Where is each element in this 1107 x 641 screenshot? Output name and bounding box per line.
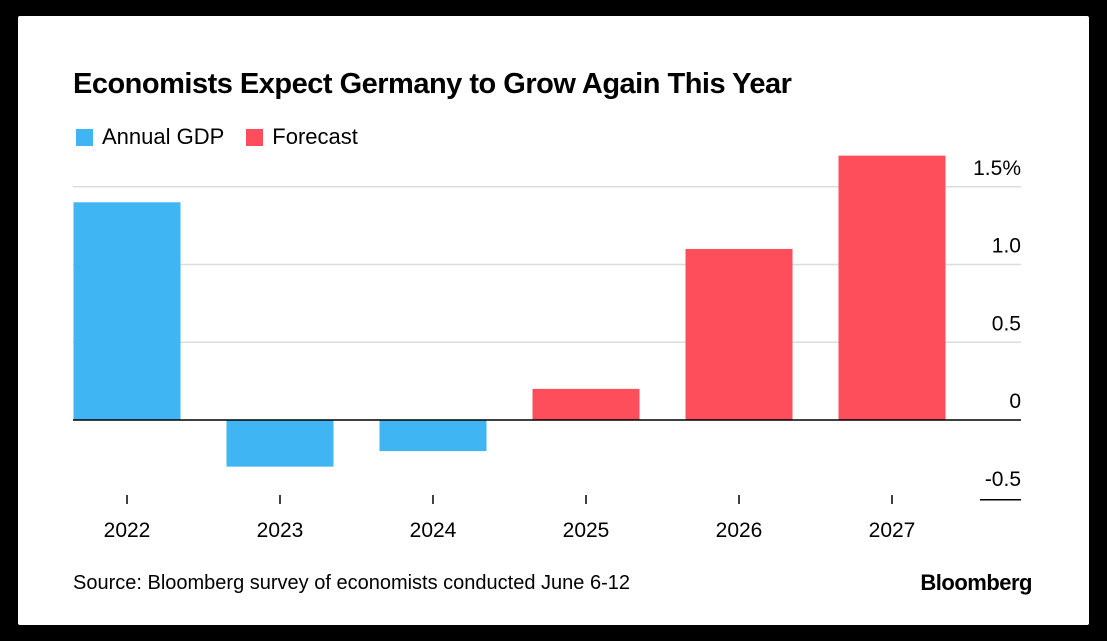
x-tick-label: 2022 <box>104 519 151 542</box>
legend-item-forecast: Forecast <box>246 124 358 150</box>
x-tick-label: 2026 <box>716 519 763 542</box>
x-tick-label: 2027 <box>869 519 916 542</box>
source-note: Source: Bloomberg survey of economists c… <box>73 572 630 594</box>
y-tick-label: 0 <box>1009 390 1021 413</box>
bar-annual-gdp-2024 <box>379 420 487 452</box>
bar-chart: 1.5% 1.0 0.5 0 -0.5 2022 2023 2024 2025 2026 2027 <box>73 155 1021 542</box>
y-tick-label: 0.5 <box>992 312 1021 335</box>
y-tick-label: -0.5 <box>985 468 1021 491</box>
chart-title: Economists Expect Germany to Grow Again … <box>73 68 792 100</box>
bar-annual-gdp-2023 <box>226 420 334 467</box>
x-tick-label: 2025 <box>563 519 610 542</box>
bloomberg-logo: Bloomberg <box>920 570 1032 595</box>
bar-forecast-2027 <box>838 155 946 420</box>
y-tick-label: 1.0 <box>992 235 1021 258</box>
legend: Annual GDP Forecast <box>76 124 380 150</box>
x-tick-label: 2023 <box>257 519 304 542</box>
legend-swatch-forecast <box>246 128 264 146</box>
x-tick-label: 2024 <box>410 519 457 542</box>
legend-swatch-annual-gdp <box>76 128 93 146</box>
chart-card: Economists Expect Germany to Grow Again … <box>18 16 1089 625</box>
legend-label-annual-gdp: Annual GDP <box>102 124 225 149</box>
bar-annual-gdp-2022 <box>73 202 181 420</box>
y-tick-label: 1.5% <box>973 157 1021 180</box>
bar-forecast-2025 <box>532 388 640 420</box>
bar-forecast-2026 <box>685 248 793 420</box>
legend-label-forecast: Forecast <box>272 124 358 149</box>
legend-item-annual-gdp: Annual GDP <box>76 124 224 150</box>
